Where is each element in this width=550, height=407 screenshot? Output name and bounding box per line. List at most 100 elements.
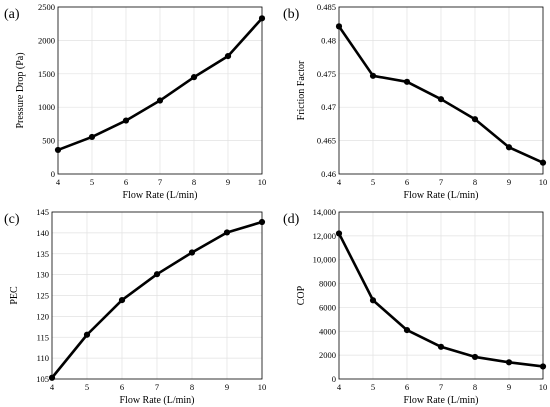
data-point (188, 249, 196, 256)
y-axis-label: COP (296, 285, 307, 305)
y-tick-label: 105 (36, 374, 49, 384)
data-point (369, 297, 377, 304)
y-tick-label: 12,000 (313, 231, 336, 241)
x-tick-label: 5 (371, 382, 375, 392)
data-point (153, 271, 161, 278)
x-axis-label: Flow Rate (L/min) (404, 190, 479, 201)
x-axis-label: Flow Rate (L/min) (123, 190, 198, 201)
data-point (258, 15, 266, 22)
x-tick-label: 6 (405, 382, 409, 392)
y-tick-label: 130 (36, 270, 49, 280)
x-tick-label: 4 (337, 382, 342, 392)
x-tick-label: 7 (439, 382, 443, 392)
y-tick-label: 1000 (38, 102, 55, 112)
data-point (539, 159, 547, 166)
x-tick-label: 9 (226, 177, 230, 187)
data-point (54, 146, 62, 154)
data-point (122, 117, 130, 124)
y-tick-label: 135 (36, 249, 49, 259)
y-tick-label: 0.465 (317, 136, 336, 146)
y-axis-label: Friction Factor (296, 60, 307, 120)
data-point (471, 353, 479, 361)
x-tick-label: 5 (85, 382, 89, 392)
y-tick-label: 1500 (38, 69, 55, 79)
data-point (471, 116, 479, 123)
plot-frame (338, 6, 544, 175)
chart-panel-4: (d) 4 5 6 7 8 9 10 0 2000 4000 6000 8000 10,000 12,000… (283, 207, 547, 406)
data-point (437, 96, 445, 103)
data-point (48, 374, 56, 381)
chart-panel-3: (c) 4 5 6 7 8 9 10 105 110 115 120 125 130 135 140 145 Fl… (4, 207, 266, 406)
x-tick-label: 10 (539, 177, 548, 187)
data-point (258, 218, 266, 226)
y-tick-label: 110 (37, 353, 49, 363)
data-point (437, 343, 445, 350)
data-point (223, 229, 231, 236)
y-tick-label: 140 (36, 228, 49, 238)
data-point (190, 74, 198, 81)
y-tick-label: 14,000 (313, 207, 336, 217)
x-axis-label: Flow Rate (L/min) (404, 395, 479, 406)
y-axis-label: Pressure Drop (Pa) (15, 52, 26, 128)
x-tick-label: 4 (50, 382, 55, 392)
chart-panel-1: (a) 4 5 6 7 8 9 10 0 500 1000 1500 2000 2500 Flow Rate… (4, 2, 266, 201)
x-tick-label: 4 (337, 177, 342, 187)
x-tick-label: 6 (405, 177, 409, 187)
y-tick-label: 2000 (319, 350, 336, 360)
y-tick-label: 500 (42, 136, 55, 146)
x-tick-label: 10 (258, 382, 267, 392)
y-tick-label: 0 (51, 169, 55, 179)
y-tick-label: 4000 (319, 326, 336, 336)
panel-label: (d) (283, 212, 300, 227)
data-point (88, 133, 96, 141)
y-tick-label: 0.485 (317, 2, 336, 12)
x-tick-label: 9 (507, 382, 511, 392)
y-tick-label: 6000 (319, 302, 336, 312)
data-point (335, 23, 343, 30)
y-axis-label: PEC (9, 286, 20, 305)
x-tick-label: 6 (120, 382, 124, 392)
x-tick-label: 8 (192, 177, 196, 187)
x-tick-label: 7 (158, 177, 162, 187)
data-point (539, 363, 547, 370)
x-tick-label: 8 (190, 382, 194, 392)
y-tick-label: 120 (36, 311, 49, 321)
panel-label: (b) (283, 7, 300, 22)
y-tick-label: 125 (36, 291, 49, 301)
panel-label: (a) (4, 7, 20, 22)
x-tick-label: 7 (155, 382, 159, 392)
y-tick-label: 10,000 (313, 255, 336, 265)
x-tick-label: 9 (225, 382, 229, 392)
x-tick-label: 10 (539, 382, 548, 392)
data-point (403, 326, 411, 334)
data-point (505, 144, 513, 151)
data-point (83, 331, 91, 338)
x-tick-label: 7 (439, 177, 443, 187)
x-axis-label: Flow Rate (L/min) (120, 395, 195, 406)
y-tick-label: 0.46 (321, 169, 336, 179)
y-tick-label: 8000 (319, 279, 336, 289)
data-point (118, 296, 126, 304)
x-tick-label: 4 (56, 177, 61, 187)
x-tick-label: 6 (124, 177, 128, 187)
chart-panel-2: (b) 4 5 6 7 8 9 10 0.46 0.465 0.47 0.475 0.48 0.485 Fl… (283, 2, 547, 201)
x-tick-label: 8 (473, 382, 477, 392)
data-point (505, 359, 513, 366)
plot-frame (51, 211, 263, 380)
y-tick-label: 145 (36, 207, 49, 217)
plot-frame (57, 6, 263, 175)
x-tick-label: 5 (371, 177, 375, 187)
data-point (403, 78, 411, 85)
data-point (335, 230, 343, 237)
y-tick-label: 115 (37, 332, 49, 342)
x-tick-label: 10 (258, 177, 267, 187)
plot-frame (338, 211, 544, 380)
data-point (224, 52, 232, 60)
data-point (156, 97, 164, 104)
y-tick-label: 2000 (38, 35, 55, 45)
y-tick-label: 2500 (38, 2, 55, 12)
x-tick-label: 9 (507, 177, 511, 187)
y-tick-label: 0 (332, 374, 336, 384)
y-tick-label: 0.48 (321, 35, 336, 45)
